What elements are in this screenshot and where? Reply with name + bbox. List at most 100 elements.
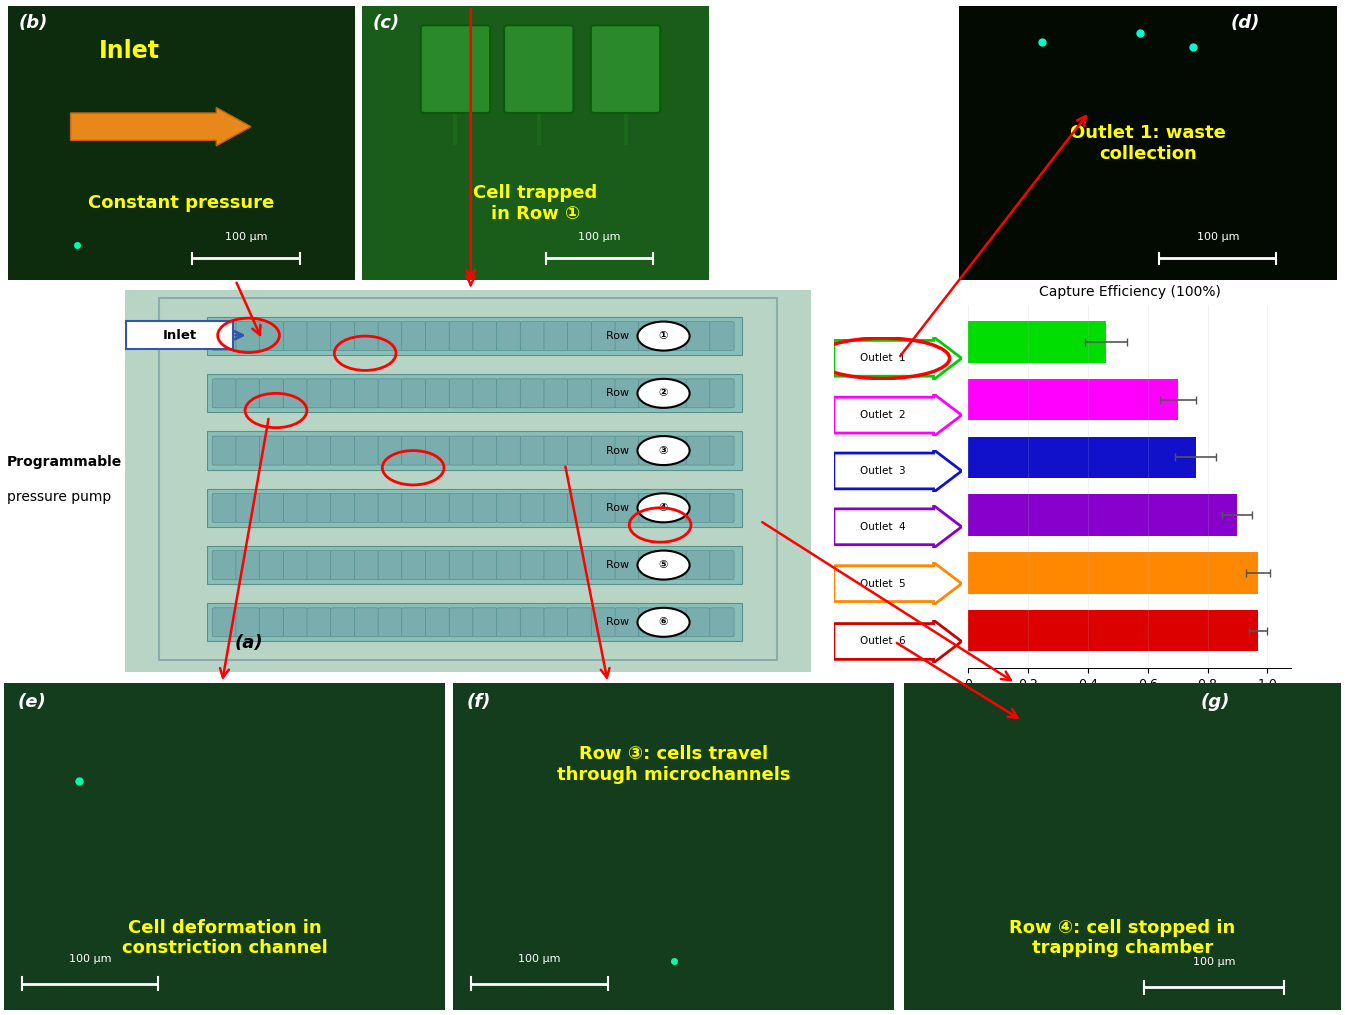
FancyBboxPatch shape <box>639 379 663 408</box>
FancyBboxPatch shape <box>592 436 616 465</box>
FancyBboxPatch shape <box>710 322 734 350</box>
FancyBboxPatch shape <box>710 493 734 523</box>
Text: (g): (g) <box>1201 693 1231 710</box>
FancyBboxPatch shape <box>331 608 355 636</box>
FancyBboxPatch shape <box>378 493 402 523</box>
Circle shape <box>638 550 690 580</box>
FancyBboxPatch shape <box>213 322 237 350</box>
FancyBboxPatch shape <box>307 608 331 636</box>
FancyBboxPatch shape <box>710 608 734 636</box>
Text: Outlet  3: Outlet 3 <box>859 466 905 476</box>
FancyBboxPatch shape <box>260 322 284 350</box>
Text: 100 μm: 100 μm <box>225 231 268 242</box>
FancyBboxPatch shape <box>213 379 237 408</box>
FancyBboxPatch shape <box>213 436 237 465</box>
FancyBboxPatch shape <box>126 321 233 349</box>
FancyBboxPatch shape <box>473 436 498 465</box>
Text: (e): (e) <box>17 693 46 710</box>
FancyBboxPatch shape <box>331 322 355 350</box>
FancyBboxPatch shape <box>521 550 545 580</box>
Text: Row ④: cell stopped in
trapping chamber: Row ④: cell stopped in trapping chamber <box>1009 919 1236 957</box>
FancyBboxPatch shape <box>543 493 568 523</box>
FancyBboxPatch shape <box>235 379 260 408</box>
FancyBboxPatch shape <box>615 379 639 408</box>
FancyBboxPatch shape <box>568 608 592 636</box>
Bar <box>968 321 1106 362</box>
FancyBboxPatch shape <box>284 550 308 580</box>
Bar <box>207 546 742 585</box>
Text: pressure pump: pressure pump <box>7 490 112 504</box>
FancyBboxPatch shape <box>260 550 284 580</box>
FancyBboxPatch shape <box>592 493 616 523</box>
Bar <box>207 489 742 527</box>
FancyBboxPatch shape <box>473 379 498 408</box>
FancyBboxPatch shape <box>496 322 521 350</box>
FancyBboxPatch shape <box>686 379 710 408</box>
FancyBboxPatch shape <box>307 550 331 580</box>
FancyBboxPatch shape <box>710 550 734 580</box>
FancyBboxPatch shape <box>639 436 663 465</box>
Bar <box>968 436 1196 478</box>
Bar <box>207 431 742 470</box>
FancyBboxPatch shape <box>568 379 592 408</box>
FancyBboxPatch shape <box>504 25 573 113</box>
Text: Inlet: Inlet <box>163 329 196 342</box>
Text: Outlet  5: Outlet 5 <box>859 579 905 589</box>
FancyBboxPatch shape <box>307 379 331 408</box>
Text: 100 μm: 100 μm <box>69 954 112 964</box>
FancyBboxPatch shape <box>213 550 237 580</box>
FancyBboxPatch shape <box>331 379 355 408</box>
FancyBboxPatch shape <box>354 322 379 350</box>
Text: (f): (f) <box>467 693 491 710</box>
FancyBboxPatch shape <box>284 436 308 465</box>
FancyBboxPatch shape <box>235 436 260 465</box>
FancyBboxPatch shape <box>331 550 355 580</box>
Text: ②: ② <box>659 389 668 398</box>
Text: Row ③: cells travel
through microchannels: Row ③: cells travel through microchannel… <box>557 745 791 785</box>
Bar <box>968 379 1178 420</box>
FancyBboxPatch shape <box>615 550 639 580</box>
Text: ③: ③ <box>659 446 668 456</box>
FancyBboxPatch shape <box>710 379 734 408</box>
FancyBboxPatch shape <box>284 322 308 350</box>
Text: Constant pressure: Constant pressure <box>89 195 274 212</box>
Bar <box>207 603 742 641</box>
FancyBboxPatch shape <box>378 608 402 636</box>
Polygon shape <box>834 337 962 380</box>
Text: (d): (d) <box>1231 14 1260 32</box>
Text: Row: Row <box>607 389 632 398</box>
FancyBboxPatch shape <box>284 379 308 408</box>
FancyBboxPatch shape <box>260 608 284 636</box>
FancyBboxPatch shape <box>213 493 237 523</box>
FancyBboxPatch shape <box>449 322 473 350</box>
FancyBboxPatch shape <box>402 436 426 465</box>
Polygon shape <box>834 620 962 663</box>
FancyBboxPatch shape <box>354 550 379 580</box>
FancyBboxPatch shape <box>449 608 473 636</box>
FancyBboxPatch shape <box>402 550 426 580</box>
Circle shape <box>638 608 690 636</box>
FancyBboxPatch shape <box>425 436 449 465</box>
FancyBboxPatch shape <box>449 550 473 580</box>
FancyBboxPatch shape <box>213 608 237 636</box>
FancyBboxPatch shape <box>663 379 687 408</box>
Circle shape <box>638 436 690 465</box>
FancyBboxPatch shape <box>615 436 639 465</box>
Bar <box>207 317 742 355</box>
FancyBboxPatch shape <box>543 550 568 580</box>
FancyBboxPatch shape <box>663 550 687 580</box>
FancyBboxPatch shape <box>260 379 284 408</box>
FancyBboxPatch shape <box>496 493 521 523</box>
FancyBboxPatch shape <box>402 322 426 350</box>
Text: (b): (b) <box>19 14 48 32</box>
FancyBboxPatch shape <box>425 322 449 350</box>
FancyBboxPatch shape <box>615 322 639 350</box>
Text: Outlet  4: Outlet 4 <box>859 522 905 532</box>
FancyBboxPatch shape <box>307 493 331 523</box>
FancyBboxPatch shape <box>402 379 426 408</box>
FancyBboxPatch shape <box>521 436 545 465</box>
FancyBboxPatch shape <box>331 436 355 465</box>
Circle shape <box>638 493 690 523</box>
FancyBboxPatch shape <box>260 436 284 465</box>
FancyBboxPatch shape <box>568 493 592 523</box>
